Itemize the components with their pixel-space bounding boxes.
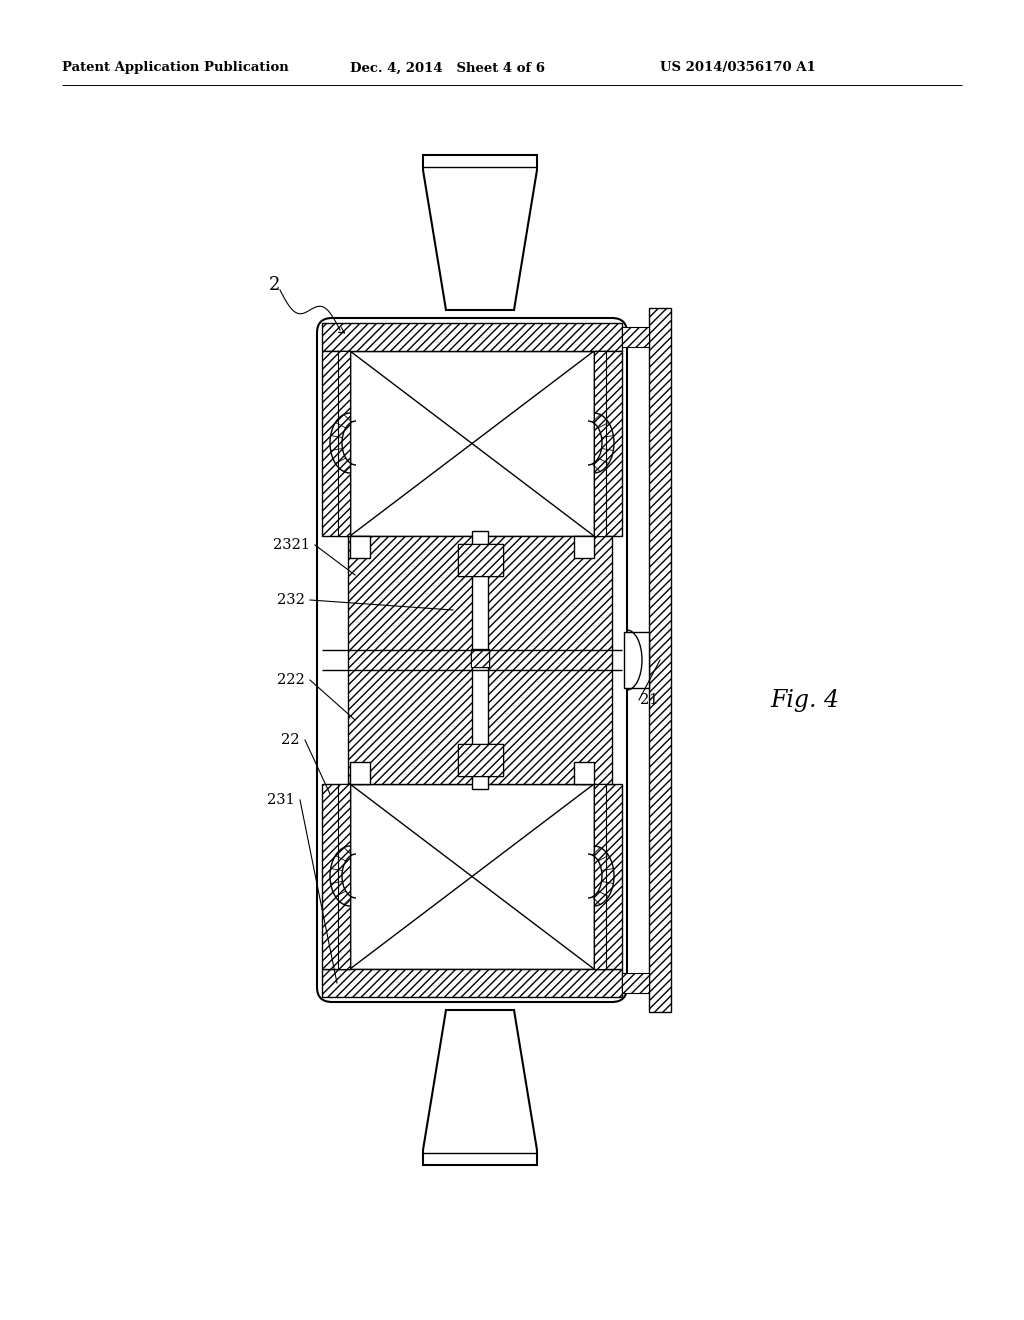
Polygon shape — [423, 1010, 537, 1166]
Bar — [348, 536, 612, 784]
Polygon shape — [423, 154, 537, 310]
Text: Fig. 4: Fig. 4 — [770, 689, 839, 711]
Bar — [458, 544, 503, 576]
Bar — [350, 784, 594, 969]
Text: 222: 222 — [278, 673, 305, 686]
Bar — [350, 762, 370, 784]
Text: 2321: 2321 — [273, 539, 310, 552]
Bar — [322, 969, 622, 997]
Bar — [471, 649, 489, 667]
Bar — [458, 544, 503, 576]
Text: US 2014/0356170 A1: US 2014/0356170 A1 — [660, 62, 816, 74]
Bar — [350, 536, 370, 558]
Text: 232: 232 — [278, 593, 305, 607]
Bar — [622, 327, 649, 347]
Bar — [594, 351, 622, 536]
Text: 21: 21 — [640, 693, 658, 708]
Bar — [622, 973, 649, 993]
Bar — [624, 632, 649, 688]
Text: Dec. 4, 2014   Sheet 4 of 6: Dec. 4, 2014 Sheet 4 of 6 — [350, 62, 545, 74]
Bar — [458, 744, 503, 776]
Bar — [594, 784, 622, 969]
Bar — [338, 351, 350, 536]
Bar — [350, 351, 594, 536]
Text: 2: 2 — [269, 276, 281, 294]
Bar — [574, 536, 594, 558]
Bar — [322, 784, 350, 969]
Bar — [322, 351, 350, 536]
Bar — [472, 531, 488, 789]
FancyBboxPatch shape — [317, 318, 627, 1002]
Text: Patent Application Publication: Patent Application Publication — [62, 62, 289, 74]
Text: 22: 22 — [282, 733, 300, 747]
Bar — [594, 784, 606, 969]
Bar — [594, 351, 606, 536]
Bar — [458, 744, 503, 776]
Bar — [649, 308, 671, 1012]
Bar — [471, 649, 489, 667]
Bar — [322, 323, 622, 351]
Bar — [574, 762, 594, 784]
Text: 231: 231 — [267, 793, 295, 807]
Bar — [338, 784, 350, 969]
